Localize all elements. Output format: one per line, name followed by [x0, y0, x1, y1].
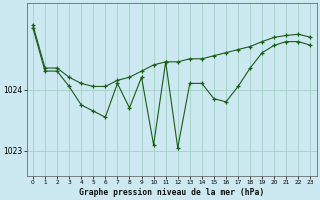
- X-axis label: Graphe pression niveau de la mer (hPa): Graphe pression niveau de la mer (hPa): [79, 188, 264, 197]
